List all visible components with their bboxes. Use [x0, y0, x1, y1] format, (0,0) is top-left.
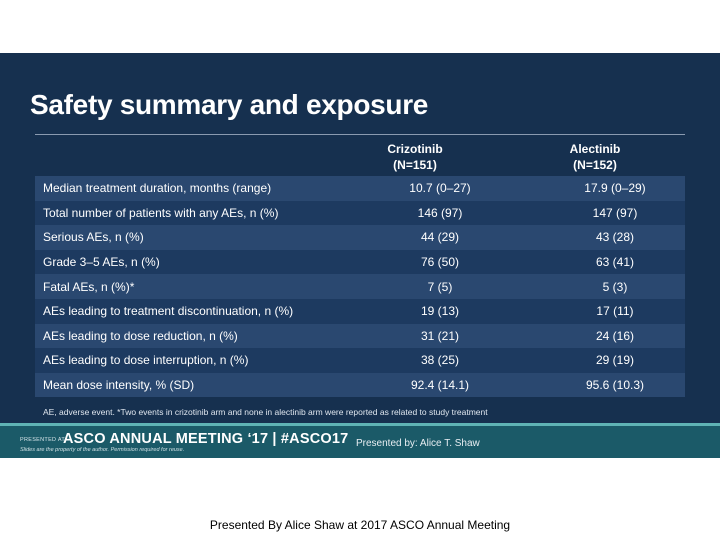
- column-header-crizotinib: Crizotinib (N=151): [330, 141, 500, 173]
- crizotinib-value: 146 (97): [417, 205, 463, 220]
- crizotinib-value: 10.7 (0–27): [409, 181, 471, 196]
- crizotinib-value: 19 (13): [420, 304, 460, 319]
- alectinib-value: 95.6 (10.3): [585, 378, 645, 393]
- crizotinib-value: 38 (25): [420, 353, 460, 368]
- crizotinib-value: 44 (29): [420, 230, 460, 245]
- disclaimer: Slides are the property of the author. P…: [20, 447, 185, 453]
- footer-band: [0, 423, 720, 458]
- alectinib-value: 17.9 (0–29): [584, 181, 646, 196]
- alectinib-value: 5 (3): [602, 279, 628, 294]
- row-label: Fatal AEs, n (%)*: [43, 279, 135, 294]
- alectinib-value: 17 (11): [596, 304, 634, 319]
- table-row: AEs leading to dose interruption, n (%) …: [35, 348, 685, 373]
- table-row: Fatal AEs, n (%)* 7 (5) 5 (3): [35, 274, 685, 299]
- crizotinib-value: 31 (21): [420, 328, 460, 343]
- row-label: Total number of patients with any AEs, n…: [43, 205, 279, 220]
- table-row: AEs leading to treatment discontinuation…: [35, 298, 685, 324]
- alectinib-value: 147 (97): [592, 205, 638, 220]
- row-label: AEs leading to dose interruption, n (%): [43, 353, 249, 368]
- column-header-alectinib: Alectinib (N=152): [510, 141, 680, 173]
- asco-meeting-logo: ASCO ANNUAL MEETING ‘17 | #ASCO17: [63, 431, 349, 447]
- presented-at-label: PRESENTED AT:: [20, 437, 67, 443]
- crizotinib-value: 92.4 (14.1): [410, 378, 470, 393]
- crizotinib-value: 76 (50): [420, 255, 460, 270]
- presented-by: Presented by: Alice T. Shaw: [356, 438, 480, 449]
- column-n: (N=152): [573, 158, 617, 172]
- alectinib-value: 43 (28): [595, 230, 635, 245]
- alectinib-value: 63 (41): [595, 255, 635, 270]
- footer-accent-strip: [0, 423, 720, 426]
- column-name: Crizotinib: [387, 142, 443, 156]
- safety-table: Median treatment duration, months (range…: [35, 176, 685, 398]
- page-caption: Presented By Alice Shaw at 2017 ASCO Ann…: [209, 518, 511, 532]
- table-row: Serious AEs, n (%) 44 (29) 43 (28): [35, 225, 685, 250]
- table-row: Grade 3–5 AEs, n (%) 76 (50) 63 (41): [35, 249, 685, 275]
- row-label: AEs leading to dose reduction, n (%): [43, 328, 238, 343]
- title-divider: [35, 134, 685, 135]
- column-n: (N=151): [393, 158, 437, 172]
- table-row: Total number of patients with any AEs, n…: [35, 200, 685, 226]
- alectinib-value: 29 (19): [595, 353, 635, 368]
- table-row: AEs leading to dose reduction, n (%) 31 …: [35, 323, 685, 349]
- row-label: Serious AEs, n (%): [43, 230, 144, 245]
- crizotinib-value: 7 (5): [427, 279, 453, 294]
- row-label: Median treatment duration, months (range…: [43, 181, 272, 196]
- row-label: AEs leading to treatment discontinuation…: [43, 304, 294, 319]
- slide: Safety summary and exposure Crizotinib (…: [0, 53, 720, 458]
- row-label: Mean dose intensity, % (SD): [43, 378, 195, 393]
- table-row: Median treatment duration, months (range…: [35, 176, 685, 201]
- alectinib-value: 24 (16): [595, 328, 635, 343]
- slide-title: Safety summary and exposure: [30, 89, 429, 120]
- footnote: AE, adverse event. *Two events in crizot…: [43, 407, 488, 417]
- table-row: Mean dose intensity, % (SD) 92.4 (14.1) …: [35, 372, 685, 398]
- row-label: Grade 3–5 AEs, n (%): [43, 255, 160, 270]
- column-name: Alectinib: [569, 142, 621, 156]
